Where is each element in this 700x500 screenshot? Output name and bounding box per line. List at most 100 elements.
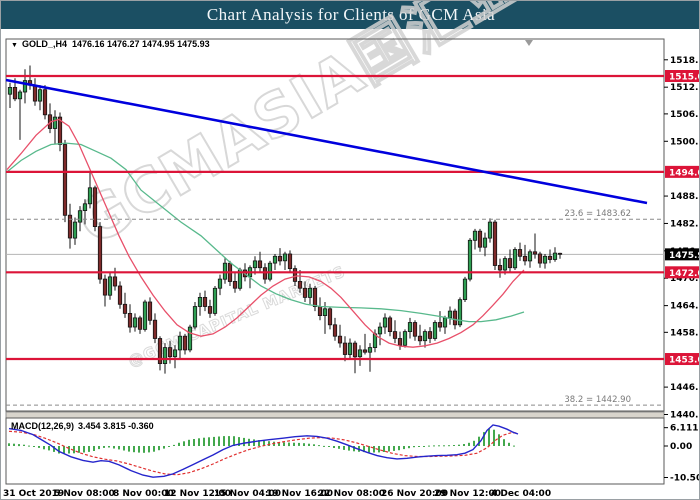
macd-histogram-bar bbox=[343, 446, 345, 450]
ma-fast-line bbox=[6, 118, 525, 348]
macd-histogram-bar bbox=[478, 436, 480, 446]
macd-histogram-bar bbox=[433, 445, 435, 447]
macd-histogram-bar bbox=[198, 438, 200, 446]
candle bbox=[382, 313, 388, 334]
time-tick-label: 5 Nov 08:00 bbox=[54, 489, 115, 499]
macd-scale-label: 0.00 bbox=[670, 442, 692, 452]
macd-histogram-bar bbox=[63, 446, 65, 454]
candle bbox=[222, 257, 228, 284]
macd-histogram-bar bbox=[333, 446, 335, 448]
macd-histogram-bar bbox=[403, 446, 405, 450]
candle bbox=[32, 78, 38, 106]
candle bbox=[112, 267, 118, 291]
price-tick-label: 1458.85 bbox=[670, 328, 700, 338]
macd-histogram-bar bbox=[323, 445, 325, 447]
macd-histogram-bar bbox=[128, 446, 130, 452]
pane-separator[interactable] bbox=[5, 411, 665, 419]
macd-histogram-bar bbox=[493, 429, 495, 446]
candle bbox=[417, 324, 423, 346]
macd-histogram-bar bbox=[173, 444, 175, 446]
macd-histogram-bar bbox=[298, 442, 300, 446]
macd-histogram-bar bbox=[168, 446, 170, 447]
time-tick-label: 26 Nov 20:00 bbox=[381, 489, 448, 499]
price-pane-frame[interactable] bbox=[5, 38, 665, 412]
macd-histogram-bar bbox=[43, 446, 45, 450]
trendline[interactable] bbox=[5, 78, 648, 205]
candle bbox=[317, 297, 323, 321]
candle bbox=[292, 265, 298, 286]
macd-histogram-bar bbox=[363, 446, 365, 453]
candle bbox=[487, 218, 493, 243]
macd-histogram-bar bbox=[463, 444, 465, 446]
candle bbox=[67, 203, 73, 249]
macd-histogram-bar bbox=[388, 446, 390, 452]
macd-histogram-bar bbox=[418, 446, 420, 447]
macd-histogram-bar bbox=[223, 436, 225, 446]
fib-level-label: 23.6 = 1483.62 bbox=[564, 209, 631, 219]
macd-histogram-bar bbox=[213, 436, 215, 446]
chart-shift-marker-icon[interactable] bbox=[525, 40, 533, 46]
price-tick-label: 1482.70 bbox=[670, 219, 700, 229]
macd-histogram-bar bbox=[373, 446, 375, 453]
macd-histogram-bar bbox=[408, 446, 410, 449]
macd-histogram-bar bbox=[258, 440, 260, 446]
macd-histogram-bar bbox=[138, 446, 140, 453]
macd-histogram-bar bbox=[308, 443, 310, 446]
macd-histogram-bar bbox=[503, 439, 505, 446]
price-level-badge-label: 1515.00 bbox=[669, 73, 700, 83]
macd-histogram-bar bbox=[398, 446, 400, 451]
candle bbox=[127, 304, 133, 333]
candle bbox=[102, 274, 108, 307]
candle bbox=[387, 315, 393, 337]
candle bbox=[232, 272, 238, 293]
candle bbox=[47, 103, 53, 134]
macd-histogram-bar bbox=[253, 439, 255, 446]
candle bbox=[412, 320, 418, 341]
macd-histogram-bar bbox=[243, 437, 245, 447]
candle bbox=[117, 281, 123, 309]
macd-histogram-bar bbox=[483, 432, 485, 446]
candle bbox=[557, 252, 563, 259]
macd-histogram-bar bbox=[118, 446, 120, 450]
macd-histogram-bar bbox=[113, 446, 115, 449]
macd-histogram-bar bbox=[193, 439, 195, 446]
candle bbox=[432, 320, 438, 341]
macd-histogram-bar bbox=[368, 446, 370, 453]
macd-histogram-bar bbox=[423, 446, 425, 447]
candle bbox=[272, 254, 278, 270]
candle bbox=[277, 248, 283, 266]
candle bbox=[337, 324, 343, 348]
ma-slow-line bbox=[6, 142, 525, 323]
candle bbox=[377, 322, 383, 346]
candle bbox=[517, 242, 523, 261]
time-tick-label: 12 Nov 12:00 bbox=[164, 489, 231, 499]
candle bbox=[42, 85, 48, 120]
price-tick-label: 1446.85 bbox=[670, 383, 700, 393]
macd-histogram-bar bbox=[33, 446, 35, 447]
macd-histogram-bar bbox=[158, 446, 160, 451]
price-level-badge-label: 1494.00 bbox=[669, 168, 700, 178]
symbol-dropdown-icon[interactable]: ▼ bbox=[11, 42, 18, 49]
candle bbox=[507, 249, 513, 273]
macd-histogram-bar bbox=[23, 444, 25, 446]
candle bbox=[522, 244, 528, 266]
macd-histogram-bar bbox=[443, 445, 445, 447]
time-tick-label: 29 Nov 12:00 bbox=[434, 489, 501, 499]
candle bbox=[482, 232, 488, 257]
candle bbox=[362, 333, 368, 355]
candle bbox=[357, 345, 363, 366]
candle bbox=[532, 233, 538, 259]
macd-histogram-bar bbox=[38, 446, 40, 448]
ohlc-values: 1476.16 1476.27 1474.95 1475.93 bbox=[71, 39, 210, 49]
current-price-badge bbox=[665, 248, 699, 261]
candle bbox=[167, 340, 173, 364]
candle bbox=[157, 336, 163, 371]
macd-pane-frame[interactable] bbox=[5, 417, 665, 485]
macd-histogram-bar bbox=[93, 446, 95, 451]
candle bbox=[462, 276, 468, 302]
candle bbox=[172, 345, 178, 369]
macd-histogram-bar bbox=[428, 445, 430, 447]
candle bbox=[267, 260, 273, 282]
